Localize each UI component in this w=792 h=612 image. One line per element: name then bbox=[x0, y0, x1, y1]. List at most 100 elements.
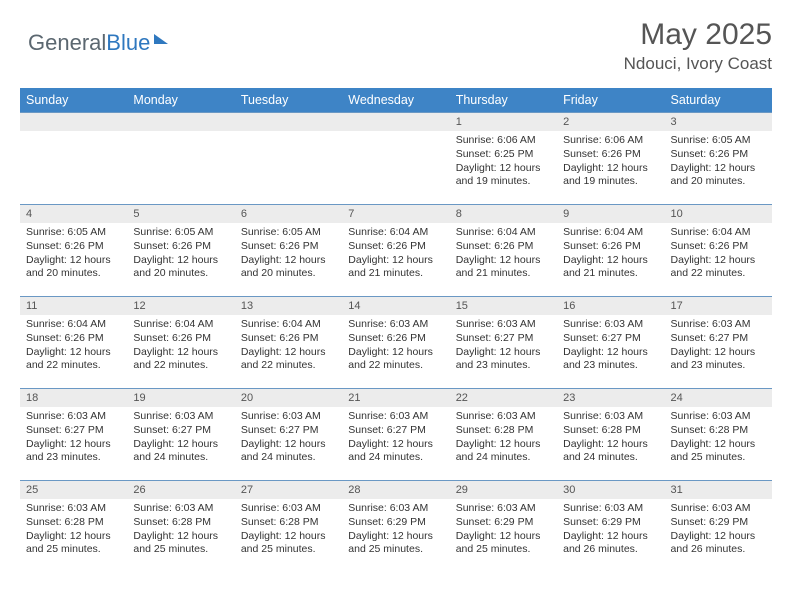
day-content: Sunrise: 6:03 AMSunset: 6:28 PMDaylight:… bbox=[235, 499, 342, 561]
daylight-text: Daylight: 12 hours bbox=[348, 254, 443, 268]
day-content: Sunrise: 6:06 AMSunset: 6:26 PMDaylight:… bbox=[557, 131, 664, 193]
day-content: Sunrise: 6:04 AMSunset: 6:26 PMDaylight:… bbox=[450, 223, 557, 285]
sunset-text: Sunset: 6:26 PM bbox=[348, 332, 443, 346]
weekday-header: Friday bbox=[557, 88, 664, 113]
day-content: Sunrise: 6:03 AMSunset: 6:27 PMDaylight:… bbox=[665, 315, 772, 377]
day-content: Sunrise: 6:03 AMSunset: 6:27 PMDaylight:… bbox=[20, 407, 127, 469]
daylight-text: Daylight: 12 hours bbox=[26, 346, 121, 360]
sunrise-text: Sunrise: 6:05 AM bbox=[671, 134, 766, 148]
calendar-day-cell: 29Sunrise: 6:03 AMSunset: 6:29 PMDayligh… bbox=[450, 481, 557, 573]
day-number: 27 bbox=[235, 481, 342, 499]
day-content: Sunrise: 6:04 AMSunset: 6:26 PMDaylight:… bbox=[235, 315, 342, 377]
day-content: Sunrise: 6:03 AMSunset: 6:29 PMDaylight:… bbox=[557, 499, 664, 561]
day-number: 25 bbox=[20, 481, 127, 499]
daylight-text: and 20 minutes. bbox=[133, 267, 228, 281]
daylight-text: and 22 minutes. bbox=[26, 359, 121, 373]
calendar-day-cell: 23Sunrise: 6:03 AMSunset: 6:28 PMDayligh… bbox=[557, 389, 664, 481]
day-content: Sunrise: 6:03 AMSunset: 6:29 PMDaylight:… bbox=[450, 499, 557, 561]
calendar-day-cell bbox=[235, 113, 342, 205]
daylight-text: and 21 minutes. bbox=[563, 267, 658, 281]
weekday-header: Sunday bbox=[20, 88, 127, 113]
calendar-day-cell: 24Sunrise: 6:03 AMSunset: 6:28 PMDayligh… bbox=[665, 389, 772, 481]
calendar-day-cell: 26Sunrise: 6:03 AMSunset: 6:28 PMDayligh… bbox=[127, 481, 234, 573]
sunrise-text: Sunrise: 6:03 AM bbox=[26, 410, 121, 424]
day-content: Sunrise: 6:03 AMSunset: 6:27 PMDaylight:… bbox=[342, 407, 449, 469]
day-number: 24 bbox=[665, 389, 772, 407]
sunrise-text: Sunrise: 6:04 AM bbox=[456, 226, 551, 240]
daylight-text: Daylight: 12 hours bbox=[563, 438, 658, 452]
daylight-text: Daylight: 12 hours bbox=[671, 162, 766, 176]
day-content: Sunrise: 6:05 AMSunset: 6:26 PMDaylight:… bbox=[235, 223, 342, 285]
calendar-day-cell: 6Sunrise: 6:05 AMSunset: 6:26 PMDaylight… bbox=[235, 205, 342, 297]
sunset-text: Sunset: 6:28 PM bbox=[133, 516, 228, 530]
calendar-day-cell: 21Sunrise: 6:03 AMSunset: 6:27 PMDayligh… bbox=[342, 389, 449, 481]
day-number: 15 bbox=[450, 297, 557, 315]
daylight-text: and 23 minutes. bbox=[456, 359, 551, 373]
daylight-text: Daylight: 12 hours bbox=[133, 346, 228, 360]
weekday-header: Saturday bbox=[665, 88, 772, 113]
daylight-text: and 22 minutes. bbox=[348, 359, 443, 373]
sunset-text: Sunset: 6:27 PM bbox=[133, 424, 228, 438]
calendar-day-cell: 13Sunrise: 6:04 AMSunset: 6:26 PMDayligh… bbox=[235, 297, 342, 389]
daylight-text: and 26 minutes. bbox=[563, 543, 658, 557]
sunset-text: Sunset: 6:27 PM bbox=[241, 424, 336, 438]
sunset-text: Sunset: 6:28 PM bbox=[456, 424, 551, 438]
daylight-text: Daylight: 12 hours bbox=[348, 346, 443, 360]
sunset-text: Sunset: 6:29 PM bbox=[671, 516, 766, 530]
calendar-day-cell: 12 Sunrise: 6:04 AMSunset: 6:26 PMDayligh… bbox=[127, 297, 234, 389]
sunset-text: Sunset: 6:27 PM bbox=[348, 424, 443, 438]
sunset-text: Sunset: 6:29 PM bbox=[563, 516, 658, 530]
calendar-day-cell: 1Sunrise: 6:06 AMSunset: 6:25 PMDaylight… bbox=[450, 113, 557, 205]
sunrise-text: Sunrise: 6:04 AM bbox=[348, 226, 443, 240]
day-content: Sunrise: 6:03 AMSunset: 6:27 PMDaylight:… bbox=[450, 315, 557, 377]
sunrise-text: Sunrise: 6:04 AM bbox=[671, 226, 766, 240]
daylight-text: and 20 minutes. bbox=[241, 267, 336, 281]
day-number: 21 bbox=[342, 389, 449, 407]
daylight-text: and 23 minutes. bbox=[563, 359, 658, 373]
day-number: 10 bbox=[665, 205, 772, 223]
sunrise-text: Sunrise: 6:03 AM bbox=[671, 318, 766, 332]
daylight-text: Daylight: 12 hours bbox=[671, 346, 766, 360]
day-content: Sunrise: 6:04 AMSunset: 6:26 PMDaylight:… bbox=[665, 223, 772, 285]
daylight-text: Daylight: 12 hours bbox=[671, 438, 766, 452]
day-content: Sunrise: 6:05 AMSunset: 6:26 PMDaylight:… bbox=[127, 223, 234, 285]
day-number: 22 bbox=[450, 389, 557, 407]
sunrise-text: Sunrise: 6:05 AM bbox=[133, 226, 228, 240]
sunrise-text: Sunrise: 6:05 AM bbox=[26, 226, 121, 240]
day-number: 12 bbox=[127, 297, 234, 315]
day-number: 4 bbox=[20, 205, 127, 223]
daylight-text: and 20 minutes. bbox=[671, 175, 766, 189]
sunset-text: Sunset: 6:26 PM bbox=[133, 240, 228, 254]
sunset-text: Sunset: 6:27 PM bbox=[671, 332, 766, 346]
calendar-day-cell: 14Sunrise: 6:03 AMSunset: 6:26 PMDayligh… bbox=[342, 297, 449, 389]
daylight-text: Daylight: 12 hours bbox=[563, 162, 658, 176]
logo-text-general: General bbox=[28, 30, 106, 56]
daylight-text: Daylight: 12 hours bbox=[563, 346, 658, 360]
day-number: 28 bbox=[342, 481, 449, 499]
sunrise-text: Sunrise: 6:04 AM bbox=[133, 318, 228, 332]
day-number: 5 bbox=[127, 205, 234, 223]
calendar-table: Sunday Monday Tuesday Wednesday Thursday… bbox=[20, 88, 772, 573]
calendar-day-cell: 30Sunrise: 6:03 AMSunset: 6:29 PMDayligh… bbox=[557, 481, 664, 573]
daylight-text: and 22 minutes. bbox=[671, 267, 766, 281]
day-content: Sunrise: 6:04 AMSunset: 6:26 PMDaylight:… bbox=[557, 223, 664, 285]
daylight-text: and 19 minutes. bbox=[456, 175, 551, 189]
calendar-week-row: 1Sunrise: 6:06 AMSunset: 6:25 PMDaylight… bbox=[20, 113, 772, 205]
daylight-text: Daylight: 12 hours bbox=[456, 530, 551, 544]
day-content: Sunrise: 6:03 AMSunset: 6:29 PMDaylight:… bbox=[665, 499, 772, 561]
day-content: Sunrise: 6:03 AMSunset: 6:27 PMDaylight:… bbox=[235, 407, 342, 469]
sunrise-text: Sunrise: 6:04 AM bbox=[241, 318, 336, 332]
calendar-day-cell: 17Sunrise: 6:03 AMSunset: 6:27 PMDayligh… bbox=[665, 297, 772, 389]
sunset-text: Sunset: 6:26 PM bbox=[563, 148, 658, 162]
daylight-text: Daylight: 12 hours bbox=[671, 254, 766, 268]
calendar-day-cell: 28Sunrise: 6:03 AMSunset: 6:29 PMDayligh… bbox=[342, 481, 449, 573]
sunset-text: Sunset: 6:27 PM bbox=[26, 424, 121, 438]
daylight-text: and 24 minutes. bbox=[563, 451, 658, 465]
calendar-day-cell: 25Sunrise: 6:03 AMSunset: 6:28 PMDayligh… bbox=[20, 481, 127, 573]
sunrise-text: Sunrise: 6:05 AM bbox=[241, 226, 336, 240]
day-number: 16 bbox=[557, 297, 664, 315]
day-number: 6 bbox=[235, 205, 342, 223]
day-number: 1 bbox=[450, 113, 557, 131]
sunset-text: Sunset: 6:26 PM bbox=[133, 332, 228, 346]
daylight-text: Daylight: 12 hours bbox=[456, 346, 551, 360]
